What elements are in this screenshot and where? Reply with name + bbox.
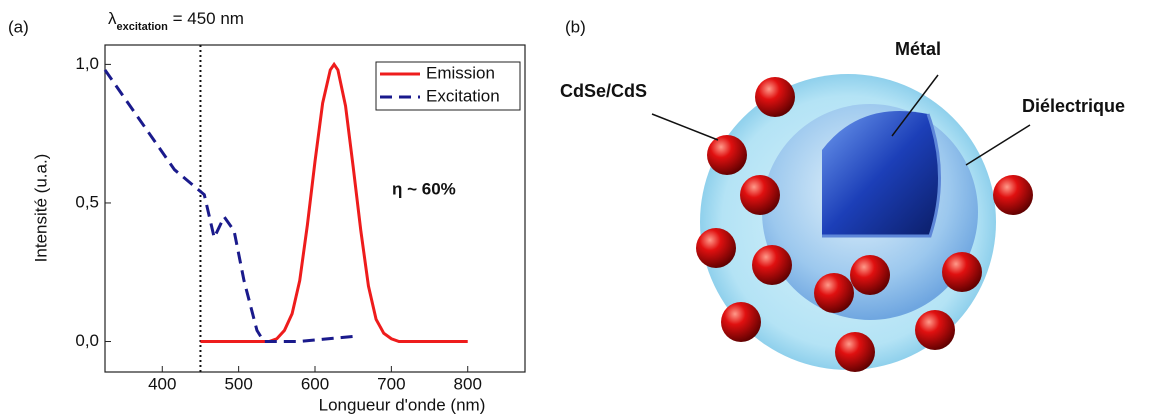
- quantum-dot: [755, 77, 795, 117]
- panel-label: (b): [565, 17, 586, 36]
- metal-core: [822, 110, 940, 236]
- diagram: (b) CdSe/CdS Métal Diélectrique: [560, 17, 1125, 372]
- eta-annotation: η ~ 60%: [392, 179, 456, 198]
- pointer: [965, 124, 1031, 166]
- x-tick-label: 600: [301, 374, 329, 393]
- quantum-dot: [814, 273, 854, 313]
- quantum-dot: [942, 252, 982, 292]
- x-tick-label: 400: [148, 374, 176, 393]
- core-label: Métal: [895, 39, 941, 59]
- quantum-dot: [707, 135, 747, 175]
- x-tick-label: 700: [377, 374, 405, 393]
- legend-label: Excitation: [426, 86, 500, 105]
- series-line: [200, 61, 468, 344]
- x-tick-label: 800: [454, 374, 482, 393]
- y-tick-label: 0,0: [75, 331, 99, 350]
- quantum-dot: [721, 302, 761, 342]
- quantum-dot: [752, 245, 792, 285]
- x-axis-label: Longueur d'onde (nm): [319, 395, 486, 414]
- quantum-dot: [740, 175, 780, 215]
- quantum-dot: [993, 175, 1033, 215]
- shell-label: Diélectrique: [1022, 96, 1125, 116]
- quantum-dot: [915, 310, 955, 350]
- y-tick-label: 0,5: [75, 192, 99, 211]
- legend-box: [375, 61, 521, 111]
- y-axis-label: Intensité (u.a.): [31, 154, 50, 263]
- y-tick-label: 1,0: [75, 54, 99, 73]
- excitation-annotation: λexcitation = 450 nm: [108, 9, 244, 32]
- pointer: [891, 74, 939, 137]
- quantum-dot: [850, 255, 890, 295]
- quantum-dot: [835, 332, 875, 372]
- panel-label: (a): [8, 17, 29, 36]
- legend-label: Emission: [426, 63, 495, 82]
- series-line: [103, 69, 359, 344]
- x-tick-label: 500: [224, 374, 252, 393]
- core-edge: [822, 113, 941, 238]
- annotation-rest: = 450 nm: [168, 9, 244, 28]
- dots-label: CdSe/CdS: [560, 81, 647, 101]
- pointer: [651, 113, 719, 141]
- subscript: excitation: [117, 21, 169, 33]
- lambda: λ: [108, 9, 117, 28]
- quantum-dot: [696, 228, 736, 268]
